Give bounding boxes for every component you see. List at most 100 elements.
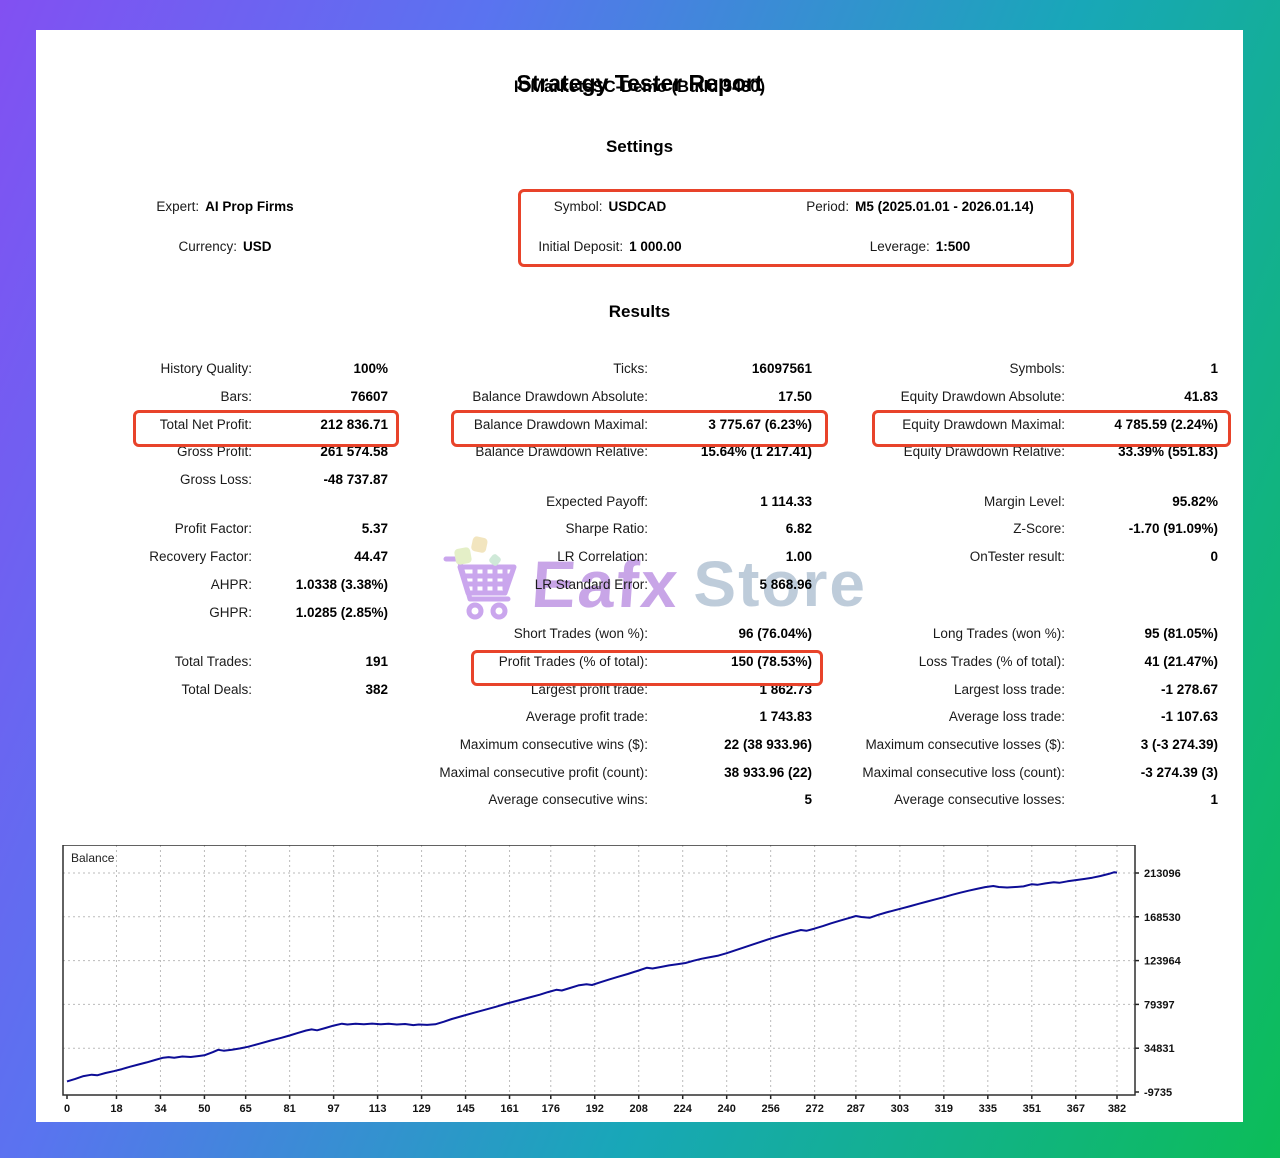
setting-deposit: Initial Deposit: 1 000.00	[460, 239, 760, 254]
stat-label: Largest profit trade:	[530, 681, 648, 697]
svg-text:18: 18	[110, 1103, 122, 1115]
stat-label: Balance Drawdown Maximal:	[473, 416, 648, 432]
stat-label: Symbols:	[1009, 361, 1065, 377]
svg-text:303: 303	[891, 1103, 909, 1115]
svg-text:240: 240	[718, 1103, 736, 1115]
watermark-brand-secondary: Store	[693, 547, 868, 620]
svg-text:208: 208	[630, 1103, 648, 1115]
setting-value: USDCAD	[608, 198, 667, 214]
svg-text:213096: 213096	[1144, 868, 1181, 880]
svg-text:97: 97	[327, 1103, 339, 1115]
stat-value: 382	[365, 681, 388, 697]
report-subtitle: ICMarketsSC-Demo (Build 5430)	[513, 78, 766, 96]
svg-text:272: 272	[805, 1103, 823, 1115]
svg-text:351: 351	[1023, 1103, 1041, 1115]
stat-label: AHPR:	[210, 576, 252, 592]
stat-label: Total Trades:	[174, 653, 252, 669]
stat-value: 96 (76.04%)	[738, 626, 812, 642]
stat-value: -1 107.63	[1160, 709, 1218, 725]
svg-text:224: 224	[674, 1103, 693, 1115]
svg-text:319: 319	[935, 1103, 953, 1115]
stat-label: LR Correlation:	[557, 549, 648, 565]
stat-value: 3 775.67 (6.23%)	[708, 416, 812, 432]
svg-text:81: 81	[284, 1103, 296, 1115]
stat-label: Maximal consecutive profit (count):	[439, 764, 648, 780]
setting-value: 1:500	[935, 238, 971, 254]
stat-label: Profit Factor:	[174, 521, 252, 537]
stat-value: 1 114.33	[760, 493, 812, 509]
svg-text:335: 335	[979, 1103, 997, 1115]
svg-text:0: 0	[64, 1103, 70, 1115]
svg-text:34: 34	[154, 1103, 167, 1115]
setting-label: Leverage:	[869, 238, 930, 254]
setting-label: Currency:	[178, 238, 237, 254]
results-row: AHPR: 1.0338 (3.38%) LR Standard Error: 5 8…	[60, 571, 1218, 599]
results-row: Bars: 76607 Balance Drawdown Absolute: 17.5…	[60, 383, 1218, 411]
stat-label: Short Trades (won %):	[513, 626, 648, 642]
svg-text:123964: 123964	[1144, 956, 1182, 968]
svg-text:Balance: Balance	[71, 851, 115, 865]
stat-label: Largest loss trade:	[953, 681, 1065, 697]
stat-value: 6.82	[785, 521, 812, 537]
settings-heading: Settings	[605, 137, 674, 156]
report-card: Strategy Tester Report ICMarketsSC-Demo …	[36, 30, 1243, 1122]
stat-value: 1	[1210, 361, 1218, 377]
stat-label: Bars:	[220, 389, 252, 405]
results-row: Average profit trade: 1 743.83 Average los…	[60, 703, 1218, 731]
stat-label: Equity Drawdown Relative:	[903, 444, 1065, 460]
stat-value: 5.37	[361, 521, 388, 537]
stat-label: Average consecutive wins:	[488, 792, 648, 808]
results-row: GHPR: 1.0285 (2.85%)	[60, 598, 1218, 626]
stat-value: 1.00	[785, 549, 812, 565]
results-row: Gross Profit: 261 574.58 Balance Drawdown …	[60, 438, 1218, 466]
setting-period: Period: M5 (2025.01.01 - 2026.01.14)	[760, 199, 1080, 214]
svg-text:161: 161	[500, 1103, 518, 1115]
stat-label: Total Net Profit:	[159, 416, 252, 432]
stat-value: 38 933.96 (22)	[724, 764, 812, 780]
svg-text:113: 113	[369, 1103, 387, 1115]
stat-value: 212 836.71	[320, 416, 388, 432]
setting-value: AI Prop Firms	[205, 198, 294, 214]
svg-text:65: 65	[240, 1103, 252, 1115]
stat-value: 191	[365, 653, 388, 669]
results-row: Average consecutive wins: 5 Average consec…	[60, 786, 1218, 814]
results-heading: Results	[608, 302, 671, 321]
stat-label: Long Trades (won %):	[932, 626, 1065, 642]
svg-text:50: 50	[198, 1103, 210, 1115]
svg-text:34831: 34831	[1144, 1043, 1175, 1055]
svg-text:176: 176	[542, 1103, 560, 1115]
settings-table: Expert: AI Prop Firms Symbol: USDCAD Perio…	[60, 186, 1218, 266]
stat-value: 1	[1210, 792, 1218, 808]
stat-label: Average consecutive losses:	[894, 792, 1065, 808]
setting-symbol: Symbol: USDCAD	[460, 199, 760, 214]
results-row: Profit Factor: 5.37 Sharpe Ratio: 6.82 Z-Sco…	[60, 515, 1218, 543]
stat-value: 15.64% (1 217.41)	[700, 444, 812, 460]
svg-text:168530: 168530	[1144, 912, 1181, 924]
setting-currency: Currency: USD	[60, 239, 390, 254]
results-row: Short Trades (won %): 96 (76.04%) Long Tra…	[60, 620, 1218, 648]
stat-label: GHPR:	[209, 604, 252, 620]
stat-label: Maximal consecutive loss (count):	[862, 764, 1065, 780]
stat-label: Equity Drawdown Absolute:	[900, 389, 1065, 405]
stat-label: Balance Drawdown Absolute:	[472, 389, 648, 405]
stat-label: Profit Trades (% of total):	[498, 653, 648, 669]
stat-label: Maximum consecutive losses ($):	[865, 736, 1065, 752]
setting-leverage: Leverage: 1:500	[760, 239, 1080, 254]
settings-row: Currency: USD Initial Deposit: 1 000.00 Le…	[60, 226, 1218, 266]
stat-value: 76607	[350, 389, 388, 405]
stat-label: Z-Score:	[1013, 521, 1065, 537]
stat-label: Maximum consecutive wins ($):	[459, 736, 648, 752]
results-row: Maximal consecutive profit (count): 38 93…	[60, 758, 1218, 786]
svg-text:256: 256	[761, 1103, 779, 1115]
balance-chart-svg: 0 18 34 50 65 81 97 113 129 145 161 176 192 208 224 240…	[62, 844, 1182, 1115]
stat-value: 100%	[353, 361, 388, 377]
svg-text:367: 367	[1067, 1103, 1085, 1115]
setting-label: Period:	[806, 198, 850, 214]
stat-label: History Quality:	[160, 361, 252, 377]
stat-value: 95 (81.05%)	[1144, 626, 1218, 642]
balance-chart: 0 18 34 50 65 81 97 113 129 145 161 176 192 208 224 240…	[55, 844, 1195, 1128]
stat-value: 3 (-3 274.39)	[1140, 736, 1218, 752]
stat-value: 5 868.96	[759, 576, 812, 592]
svg-text:129: 129	[412, 1103, 430, 1115]
